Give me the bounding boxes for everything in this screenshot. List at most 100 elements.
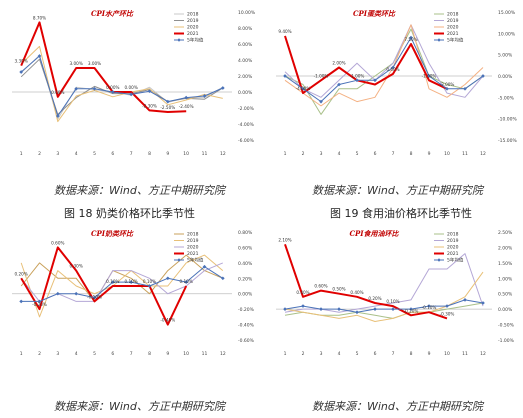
y-tick-label: -6.00% — [238, 138, 255, 144]
x-tick-label: 7 — [130, 351, 133, 357]
source-note: 数据来源：Wind、方正中期研究院 — [54, 184, 225, 197]
series-line — [284, 28, 484, 115]
y-tick-label: 0.50% — [498, 292, 513, 298]
legend-label: 2019 — [187, 238, 199, 244]
chart-title: CPI水产环比 — [91, 9, 134, 18]
y-tick-label: 0.00% — [238, 292, 253, 298]
data-label: -2.30% — [142, 103, 157, 108]
x-tick-label: 2 — [302, 151, 305, 157]
data-label: -0.30% — [440, 311, 455, 316]
figure-caption: 图 19 食用油价格环比季节性 — [330, 207, 472, 220]
series-marker — [92, 86, 97, 91]
x-tick-label: 8 — [410, 151, 413, 157]
legend-label: 2020 — [187, 245, 199, 251]
x-tick-label: 8 — [148, 351, 151, 357]
series-marker — [301, 304, 305, 308]
series-line — [284, 35, 448, 95]
y-tick-label: 6.00% — [238, 42, 253, 48]
x-tick-label: 2 — [302, 351, 305, 357]
y-tick-label: 5.00% — [498, 53, 513, 59]
data-label: -3.00% — [440, 82, 455, 87]
legend-marker — [177, 38, 181, 42]
x-tick-label: 6 — [374, 151, 377, 157]
data-label: -0.20% — [404, 308, 419, 313]
legend-label: 2018 — [447, 232, 459, 238]
y-tick-label: -10.00% — [498, 117, 518, 123]
x-tick-label: 4 — [75, 151, 78, 157]
chart-panel-edible-oil: CPI食用油环比 -1.00% -0.50% 0.00% 0.50% 1.00% 1.50%… — [262, 222, 523, 370]
series-marker — [55, 291, 60, 296]
chart-title: CPI蛋类环比 — [353, 9, 396, 18]
series-line — [20, 45, 223, 123]
y-tick-label: 2.00% — [238, 74, 253, 80]
y-tick-label: 8.00% — [238, 26, 253, 32]
chart-title: CPI食用油环比 — [349, 229, 399, 238]
x-tick-label: 9 — [428, 151, 431, 157]
x-tick-label: 1 — [284, 351, 287, 357]
series-marker — [55, 114, 60, 118]
legend-label: 2021 — [447, 31, 459, 37]
x-tick-label: 12 — [220, 151, 226, 157]
legend-label: 5年均值 — [187, 257, 204, 264]
legend-label: 2020 — [447, 25, 459, 31]
x-tick-label: 5 — [356, 351, 359, 357]
series-marker — [445, 304, 449, 308]
y-tick-label: 0.00% — [498, 74, 513, 80]
y-tick-label: 2.00% — [498, 245, 513, 251]
x-tick-label: 10 — [444, 151, 450, 157]
series-marker — [92, 295, 97, 300]
data-label: 8.70% — [33, 15, 46, 20]
data-label: 3.30% — [15, 59, 28, 64]
chart-dairy: CPI奶类环比 -0.60% -0.40% -0.20% 0.00% 0.20% 0.40%… — [12, 229, 255, 357]
series-line — [21, 266, 224, 302]
y-tick-label: 0.00% — [238, 90, 253, 96]
series-marker — [74, 291, 79, 296]
data-label: -2.50% — [160, 105, 175, 110]
y-tick-label: 0.60% — [238, 245, 253, 251]
y-tick-label: 10.00% — [498, 31, 516, 37]
data-label: -1.00% — [350, 73, 365, 78]
chart-edible-oil: CPI食用油环比 -1.00% -0.50% 0.00% 0.50% 1.00% 1.50%… — [276, 229, 515, 357]
source-note: 数据来源：Wind、方正中期研究院 — [312, 400, 483, 413]
data-label: -0.10% — [422, 305, 437, 310]
x-tick-label: 10 — [444, 351, 450, 357]
data-label: 0.10% — [386, 299, 399, 304]
legend-label: 5年均值 — [447, 257, 464, 264]
x-tick-label: 6 — [374, 351, 377, 357]
chart-aquatic: CPI水产环比 -6.00% -4.00% -2.00% 0.00% 2.00% 4.00%… — [12, 9, 256, 157]
x-tick-label: 3 — [320, 151, 323, 157]
data-label: 0.20% — [368, 296, 381, 301]
x-tick-label: 12 — [480, 351, 486, 357]
x-tick-label: 6 — [111, 151, 114, 157]
series-line — [284, 24, 484, 107]
series-marker — [355, 310, 359, 315]
series-line — [284, 37, 484, 103]
series-marker — [220, 276, 225, 281]
x-tick-label: 7 — [130, 151, 133, 157]
data-label: -0.40% — [160, 318, 175, 323]
data-label: 0.10% — [106, 279, 119, 284]
series-marker — [463, 298, 467, 302]
figure-caption: 图 18 奶类价格环比季节性 — [64, 207, 195, 220]
y-tick-label: -0.50% — [498, 323, 515, 329]
x-tick-label: 10 — [183, 351, 189, 357]
data-label: 0.60% — [51, 90, 64, 95]
data-label: -0.20% — [32, 302, 47, 307]
legend-label: 5年均值 — [187, 37, 204, 44]
x-tick-label: 8 — [148, 151, 151, 157]
series-marker — [202, 94, 207, 98]
x-tick-label: 5 — [356, 151, 359, 157]
series-marker — [165, 276, 170, 281]
legend-label: 2020 — [187, 25, 199, 31]
data-label: 0.60% — [51, 240, 64, 245]
series-marker — [110, 90, 115, 94]
y-tick-label: 2.50% — [498, 230, 513, 236]
legend-marker — [437, 258, 441, 262]
y-tick-label: 4.00% — [238, 58, 253, 64]
x-tick-label: 6 — [111, 351, 114, 357]
series-marker — [337, 307, 341, 311]
series-marker — [129, 92, 134, 97]
series-marker — [37, 299, 42, 304]
series-marker — [373, 307, 377, 311]
chart-panel-aquatic: CPI水产环比 -6.00% -4.00% -2.00% 0.00% 2.00% 4.00%… — [0, 0, 262, 168]
